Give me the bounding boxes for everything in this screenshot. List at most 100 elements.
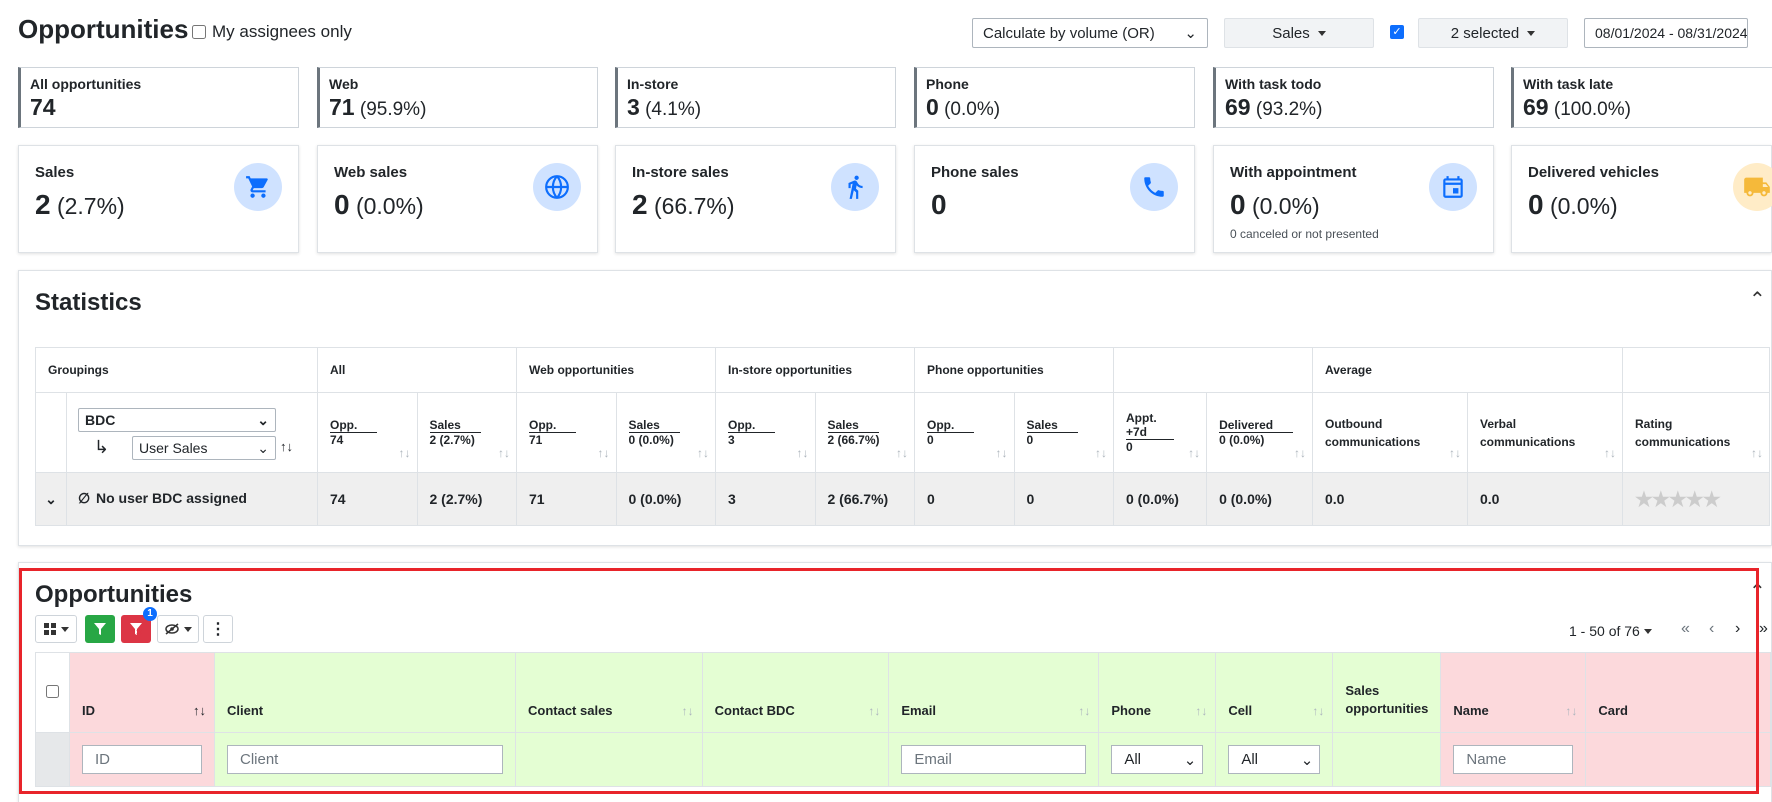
card-label: Sales — [35, 164, 75, 181]
pagination-dropdown[interactable]: 1 - 50 of 76 — [1569, 623, 1652, 639]
grouping-left-gutter — [36, 393, 67, 473]
grid-icon — [43, 623, 56, 635]
grouping-select-primary-value: BDC — [85, 412, 116, 428]
filter-button[interactable] — [85, 615, 115, 643]
walking-icon — [831, 163, 879, 211]
mini-card-in-store: In-store 3 (4.1%) — [615, 67, 896, 128]
columns-layout-button[interactable] — [35, 615, 77, 643]
cell-filter-select[interactable]: All ⌄ — [1228, 745, 1321, 774]
filter-cell-cell: All ⌄ — [1215, 732, 1334, 787]
stat-col-phone-sales[interactable]: Sales 0 ↑↓ — [1013, 392, 1114, 473]
grouping-selectors-cell: BDC ⌄ ↳ User Sales ⌄ ↑↓ — [35, 392, 318, 473]
card-subtext: 0 canceled or not presented — [1230, 227, 1379, 241]
select-all-checkbox[interactable] — [46, 684, 59, 698]
stat-col-phone-opp[interactable]: Opp. 0 ↑↓ — [914, 392, 1015, 473]
date-range-input[interactable]: 08/01/2024 - 08/31/2024 — [1584, 18, 1748, 48]
group-header-rating-spacer — [1622, 347, 1770, 393]
grouping-select-primary[interactable]: BDC ⌄ — [78, 408, 276, 432]
calendar-icon — [1429, 163, 1477, 211]
grouping-select-secondary[interactable]: User Sales ⌄ — [132, 436, 276, 460]
next-page-icon[interactable]: › — [1735, 620, 1741, 637]
sort-icon: ↑↓ — [1565, 704, 1578, 718]
filter-cell-select — [35, 732, 70, 787]
card-percent: (0.0%) — [1251, 193, 1320, 219]
caret-down-icon — [60, 626, 69, 632]
mini-card-label: With task late — [1523, 76, 1614, 92]
name-filter-input[interactable]: Name — [1453, 745, 1574, 774]
col-header-label: Card — [1598, 703, 1628, 718]
stat-col-appt[interactable]: Appt. +7d 0 ↑↓ — [1112, 392, 1208, 473]
stat-col-all-sales[interactable]: Sales 2 (2.7%) ↑↓ — [416, 392, 517, 473]
card-percent: (66.7%) — [653, 193, 735, 219]
group-header-groupings: Groupings — [35, 347, 318, 393]
client-filter-input[interactable]: Client — [227, 745, 503, 774]
my-assignees-label: My assignees only — [212, 22, 352, 41]
stat-col-title: Outbound communications — [1325, 416, 1421, 449]
opportunities-title: Opportunities — [35, 581, 193, 608]
first-page-icon[interactable]: « — [1681, 620, 1690, 637]
mini-card-value: 0 — [926, 94, 939, 120]
prev-page-icon[interactable]: ‹ — [1709, 620, 1715, 637]
col-header-label: Sales opportunities — [1345, 683, 1429, 716]
type-enabled-checkbox[interactable]: ✓ — [1390, 25, 1404, 39]
stat-cell: 71 — [516, 472, 617, 526]
email-filter-input[interactable]: Email — [901, 745, 1087, 774]
stat-col-rating[interactable]: Rating communications ↑↓ — [1622, 392, 1770, 473]
col-header-name[interactable]: Name ↑↓ — [1440, 652, 1587, 733]
sort-down-icon[interactable]: ↑↓ — [280, 439, 293, 454]
date-range-value: 08/01/2024 - 08/31/2024 — [1595, 25, 1748, 41]
my-assignees-checkbox[interactable] — [192, 25, 206, 39]
collapse-statistics-chevron-up-icon[interactable]: ⌃ — [1749, 289, 1766, 311]
stat-col-web-opp[interactable]: Opp. 71 ↑↓ — [516, 392, 617, 473]
phone-filter-select[interactable]: All ⌄ — [1111, 745, 1204, 774]
selection-dropdown-button[interactable]: 2 selected — [1418, 18, 1568, 48]
statistics-title: Statistics — [35, 289, 142, 316]
chevron-down-icon: ⌄ — [1183, 751, 1197, 769]
card-value: 0 — [931, 189, 947, 220]
sort-icon: ↑↓ — [1078, 704, 1091, 718]
col-header-cell[interactable]: Cell ↑↓ — [1215, 652, 1334, 733]
filter-cell-id: ID — [69, 732, 215, 787]
card-label: Phone sales — [931, 164, 1019, 181]
col-header-contact-sales[interactable]: Contact sales ↑↓ — [515, 652, 703, 733]
card-sales: Sales 2 (2.7%) — [18, 145, 299, 253]
sort-icon: ↑↓ — [1188, 446, 1201, 460]
stat-col-outbound[interactable]: Outbound communications ↑↓ — [1312, 392, 1468, 473]
calculation-select[interactable]: Calculate by volume (OR) ⌄ — [972, 18, 1208, 48]
card-in-store-sales: In-store sales 2 (66.7%) — [615, 145, 896, 253]
stat-col-instore-sales[interactable]: Sales 2 (66.7%) ↑↓ — [814, 392, 915, 473]
col-header-email[interactable]: Email ↑↓ — [888, 652, 1100, 733]
col-header-phone[interactable]: Phone ↑↓ — [1098, 652, 1217, 733]
col-header-label: Email — [901, 703, 936, 718]
type-dropdown-button[interactable]: Sales — [1224, 18, 1374, 48]
col-header-id[interactable]: ID ↑↓ — [69, 652, 215, 733]
mini-card-label: Phone — [926, 76, 969, 92]
stat-col-verbal[interactable]: Verbal communications ↑↓ — [1467, 392, 1623, 473]
card-percent: (0.0%) — [1549, 193, 1618, 219]
page-title: Opportunities — [18, 14, 189, 44]
filter-cell-contact-bdc — [701, 732, 890, 787]
card-value: 0 — [1230, 189, 1246, 220]
sort-icon: ↑↓ — [1751, 446, 1763, 460]
visibility-toggle-button[interactable] — [157, 615, 199, 643]
grouping-select-secondary-value: User Sales — [139, 440, 208, 456]
my-assignees-toggle[interactable]: My assignees only — [192, 22, 352, 42]
stat-col-web-sales[interactable]: Sales 0 (0.0%) ↑↓ — [615, 392, 716, 473]
star-icon: ★★★★★ — [1635, 488, 1721, 511]
expand-row-chevron-icon[interactable]: ⌄ — [36, 473, 67, 526]
collapse-opportunities-chevron-up-icon[interactable]: ⌃ — [1749, 581, 1766, 603]
mini-card-label: All opportunities — [30, 76, 142, 92]
stat-col-delivered[interactable]: Delivered 0 (0.0%) ↑↓ — [1206, 392, 1313, 473]
statistics-panel: Statistics ⌃ Groupings All Web opportuni… — [18, 270, 1772, 546]
sort-icon: ↑↓ — [995, 446, 1008, 460]
last-page-icon[interactable]: » — [1759, 620, 1768, 637]
more-options-button[interactable]: ⋮ — [203, 615, 233, 643]
col-header-contact-bdc[interactable]: Contact BDC ↑↓ — [701, 652, 890, 733]
chevron-down-icon: ⌄ — [257, 411, 269, 428]
stat-col-instore-opp[interactable]: Opp. 3 ↑↓ — [715, 392, 816, 473]
stat-col-all-opp[interactable]: Opp. 74 ↑↓ — [317, 392, 418, 473]
id-filter-input[interactable]: ID — [82, 745, 202, 774]
stat-col-title: Opp. — [728, 418, 776, 433]
stat-cell: 0 (0.0%) — [1206, 472, 1313, 526]
filter-cell-name: Name — [1440, 732, 1587, 787]
